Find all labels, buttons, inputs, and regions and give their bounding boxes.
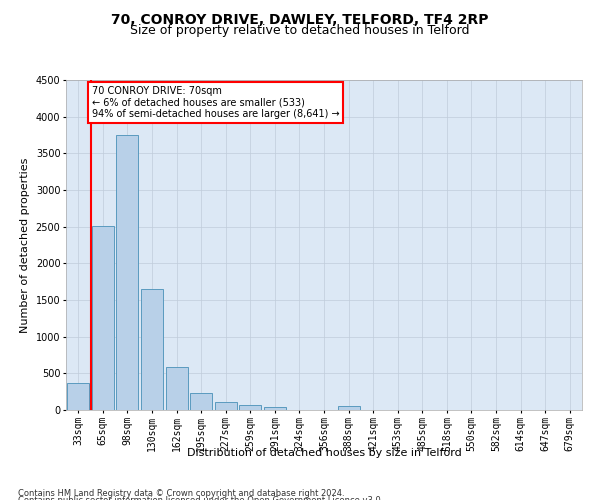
Bar [215, 402, 237, 410]
Text: Size of property relative to detached houses in Telford: Size of property relative to detached ho… [130, 24, 470, 37]
Bar [67, 383, 89, 410]
Bar [190, 393, 212, 410]
Text: Distribution of detached houses by size in Telford: Distribution of detached houses by size … [187, 448, 461, 458]
Bar [264, 406, 286, 410]
Text: Contains public sector information licensed under the Open Government Licence v3: Contains public sector information licen… [18, 496, 383, 500]
Y-axis label: Number of detached properties: Number of detached properties [20, 158, 30, 332]
Bar [239, 405, 262, 410]
Text: 70, CONROY DRIVE, DAWLEY, TELFORD, TF4 2RP: 70, CONROY DRIVE, DAWLEY, TELFORD, TF4 2… [111, 12, 489, 26]
Text: 70 CONROY DRIVE: 70sqm
← 6% of detached houses are smaller (533)
94% of semi-det: 70 CONROY DRIVE: 70sqm ← 6% of detached … [92, 86, 340, 119]
Text: Contains HM Land Registry data © Crown copyright and database right 2024.: Contains HM Land Registry data © Crown c… [18, 488, 344, 498]
Bar [338, 406, 359, 410]
Bar [166, 366, 188, 410]
Bar [141, 289, 163, 410]
Bar [116, 135, 139, 410]
Bar [92, 226, 114, 410]
